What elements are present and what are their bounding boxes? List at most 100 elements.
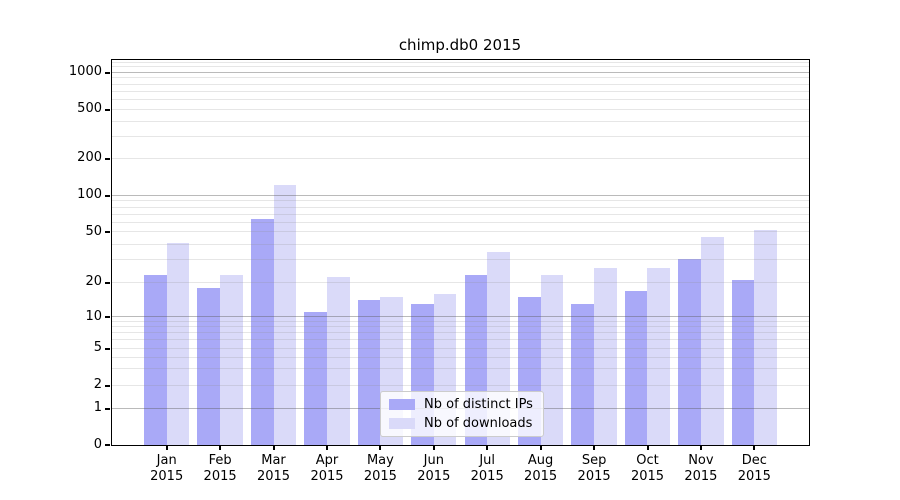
plot-area: Nb of distinct IPs Nb of downloads 0 1 2 5 1… xyxy=(69,59,810,484)
x-tick xyxy=(432,445,435,450)
y-tick xyxy=(105,194,110,197)
y-tick-label: 10 xyxy=(85,308,102,324)
x-tick-label: Sep 2015 xyxy=(577,453,611,484)
gridline-major xyxy=(112,194,809,196)
gridline-minor xyxy=(112,347,809,349)
x-tick-label: Mar 2015 xyxy=(256,453,291,484)
x-tick xyxy=(165,445,168,450)
gridline-minor xyxy=(112,221,809,223)
gridline-minor xyxy=(112,259,809,261)
x-tick xyxy=(646,445,649,450)
gridline-minor xyxy=(112,157,809,159)
y-tick xyxy=(105,384,110,387)
gridline-minor xyxy=(112,339,809,341)
gridline-minor xyxy=(112,321,809,322)
y-tick xyxy=(105,108,110,111)
y-tick-label: 1 xyxy=(93,400,102,416)
gridline-minor xyxy=(112,206,809,208)
gridline-minor xyxy=(112,61,809,63)
gridline-minor xyxy=(112,332,809,334)
gridline-minor xyxy=(112,136,809,137)
x-tick-label: Jul 2015 xyxy=(470,453,504,484)
y-tick xyxy=(105,71,110,74)
x-tick-label: Feb 2015 xyxy=(203,453,237,484)
legend-item-distinct-ips: Nb of distinct IPs xyxy=(389,397,533,412)
chart-title: chimp.db0 2015 xyxy=(398,36,522,54)
gridline-minor xyxy=(112,213,809,215)
x-tick xyxy=(699,445,702,450)
legend: Nb of distinct IPs Nb of downloads xyxy=(380,391,544,437)
bar-distinct-ips xyxy=(250,218,274,445)
x-tick-label: Oct 2015 xyxy=(630,453,665,484)
x-tick xyxy=(593,445,596,450)
bar-distinct-ips xyxy=(571,304,595,445)
bar-distinct-ips xyxy=(304,312,327,445)
x-tick xyxy=(379,445,382,450)
x-tick-label: Apr 2015 xyxy=(310,453,344,484)
x-tick-label: Nov 2015 xyxy=(684,453,718,484)
y-tick xyxy=(105,316,110,319)
gridline-minor xyxy=(112,120,809,122)
bar-distinct-ips xyxy=(678,258,701,445)
bar-downloads xyxy=(273,185,297,445)
bar-downloads xyxy=(166,243,190,445)
gridline-minor xyxy=(112,368,809,370)
bar-downloads xyxy=(540,274,564,445)
gridline-minor xyxy=(112,90,809,92)
legend-swatch-downloads xyxy=(389,418,415,429)
y-tick-label: 0 xyxy=(93,436,102,452)
bar-downloads xyxy=(220,274,243,445)
y-tick-label: 500 xyxy=(77,101,102,117)
bar-downloads xyxy=(700,237,724,445)
legend-item-downloads: Nb of downloads xyxy=(389,416,533,431)
gridline-minor xyxy=(112,281,809,283)
y-tick-label: 5 xyxy=(93,340,102,356)
bar-downloads xyxy=(326,277,350,445)
x-tick xyxy=(272,445,275,450)
gridline-major xyxy=(112,316,809,318)
x-tick-label: Aug 2015 xyxy=(524,453,558,484)
y-tick xyxy=(105,281,110,284)
y-tick-label: 1000 xyxy=(68,64,102,80)
gridline-minor xyxy=(112,66,809,68)
x-tick-label: Jan 2015 xyxy=(150,453,184,484)
y-tick xyxy=(105,157,110,160)
x-tick xyxy=(486,445,489,450)
gridline-minor xyxy=(112,200,809,202)
y-tick xyxy=(105,347,110,350)
y-tick-label: 50 xyxy=(85,223,102,239)
gridline-minor xyxy=(112,326,809,328)
bar-distinct-ips xyxy=(624,290,648,445)
legend-label-distinct-ips: Nb of distinct IPs xyxy=(424,397,533,412)
bar-downloads xyxy=(647,268,671,445)
gridline-minor xyxy=(112,356,809,358)
legend-swatch-distinct-ips xyxy=(389,399,415,410)
gridline-minor xyxy=(112,77,809,79)
y-tick xyxy=(105,407,110,410)
x-tick xyxy=(219,445,222,450)
bar-downloads xyxy=(594,268,617,445)
y-tick-label: 100 xyxy=(77,187,102,203)
gridline-minor xyxy=(112,384,809,386)
bar-distinct-ips xyxy=(731,279,755,445)
gridline-minor xyxy=(112,231,809,233)
bar-distinct-ips xyxy=(144,274,167,445)
legend-label-downloads: Nb of downloads xyxy=(424,416,533,431)
gridline-minor xyxy=(112,243,809,245)
y-tick xyxy=(105,444,110,446)
x-tick-label: Dec 2015 xyxy=(737,453,771,484)
bar-distinct-ips xyxy=(197,287,221,445)
y-tick-label: 2 xyxy=(93,377,102,393)
x-tick xyxy=(326,445,328,450)
gridline-minor xyxy=(112,83,809,85)
gridline-minor xyxy=(112,98,809,100)
x-tick xyxy=(539,445,542,450)
bar-downloads xyxy=(754,230,777,445)
x-tick-label: Jun 2015 xyxy=(417,453,451,484)
x-tick-label: May 2015 xyxy=(363,453,397,484)
gridline-minor xyxy=(112,108,809,110)
bar-distinct-ips xyxy=(357,300,381,445)
y-tick-label: 20 xyxy=(85,274,102,290)
gridline-major xyxy=(112,71,809,73)
